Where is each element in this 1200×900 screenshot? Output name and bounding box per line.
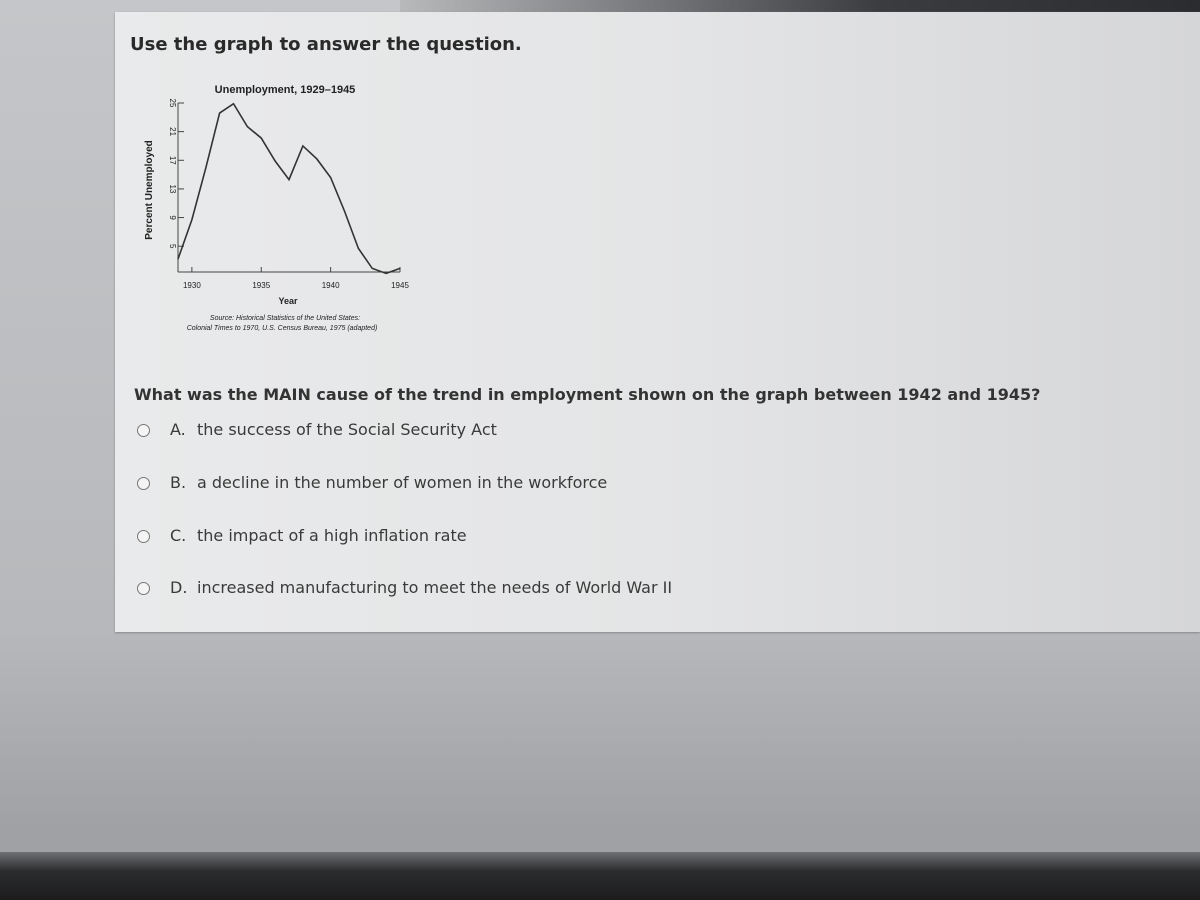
- data-line: [177, 102, 401, 275]
- source-line: Colonial Times to 1970, U.S. Census Bure…: [187, 325, 378, 332]
- instruction: Use the graph to answer the question.: [130, 34, 522, 55]
- radio-button[interactable]: [137, 582, 150, 595]
- option-letter[interactable]: B.: [170, 473, 187, 492]
- option-text[interactable]: the impact of a high inflation rate: [197, 526, 467, 545]
- option-letter[interactable]: D.: [170, 578, 188, 597]
- y-tick-label: 21: [168, 127, 177, 136]
- chart-title: Unemployment, 1929–1945: [215, 84, 356, 96]
- option-text[interactable]: the success of the Social Security Act: [197, 420, 497, 439]
- x-tick-label: 1940: [322, 281, 340, 290]
- x-tick-label: 1935: [252, 281, 270, 290]
- y-tick-label: 9: [168, 215, 177, 220]
- x-tick-label: 1930: [183, 281, 201, 290]
- question-card: [115, 12, 1200, 632]
- y-tick-label: 5: [168, 244, 177, 249]
- question: What was the MAIN cause of the trend in …: [134, 385, 1041, 404]
- option-text[interactable]: increased manufacturing to meet the need…: [197, 578, 673, 597]
- radio-button[interactable]: [137, 477, 150, 490]
- y-tick-label: 17: [168, 156, 177, 165]
- option-text[interactable]: a decline in the number of women in the …: [197, 473, 608, 492]
- radio-button[interactable]: [137, 530, 150, 543]
- y-axis-label: Percent Unemployed: [144, 140, 155, 239]
- x-axis-label: Year: [278, 296, 298, 306]
- taskbar: [0, 852, 1200, 900]
- option-letter[interactable]: C.: [170, 526, 187, 545]
- y-tick-label: 25: [168, 99, 177, 108]
- radio-button[interactable]: [137, 424, 150, 437]
- y-tick-label: 13: [168, 184, 177, 193]
- x-tick-label: 1945: [391, 281, 409, 290]
- option-letter[interactable]: A.: [170, 420, 186, 439]
- source-line: Source: Historical Statistics of the Uni…: [210, 315, 360, 322]
